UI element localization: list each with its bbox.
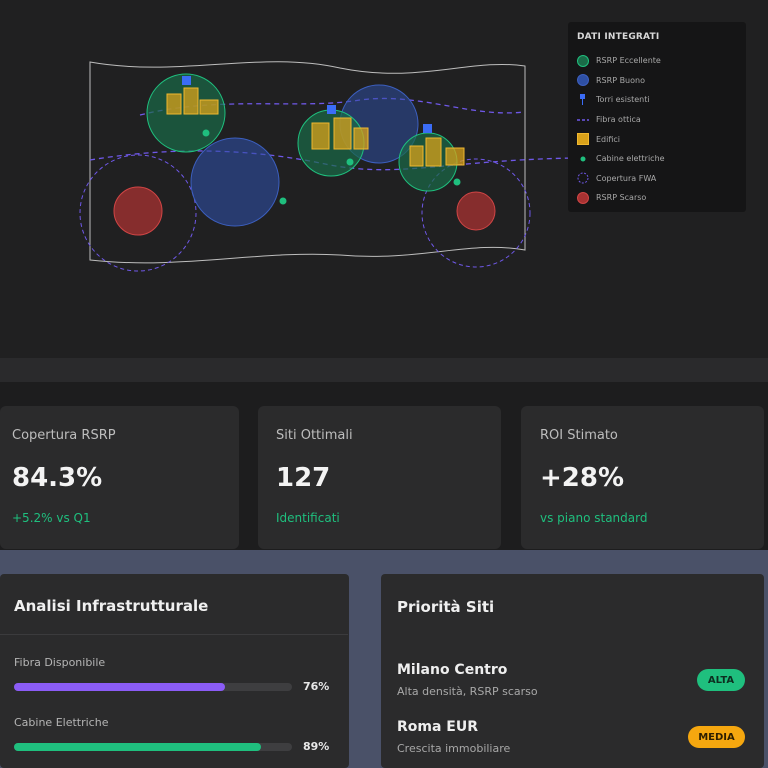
building-icon — [577, 133, 589, 146]
kpi-card-roi[interactable]: ROI Stimato +28% vs piano standard — [521, 406, 764, 549]
blue-circle-icon — [577, 74, 589, 87]
legend-item-buildings[interactable]: Edifici — [577, 129, 737, 149]
legend-label: Edifici — [596, 134, 621, 144]
kpi-value: 84.3% — [12, 463, 103, 493]
map-legend: DATI INTEGRATI RSRP Eccellente RSRP Buon… — [568, 22, 746, 212]
section-divider — [0, 358, 768, 382]
rsrp-poor-zone — [113, 186, 163, 236]
progress-track-fiber — [14, 683, 292, 691]
bar-percent: 76% — [303, 680, 330, 693]
legend-label: Fibra ottica — [596, 115, 641, 125]
fiber-line-icon — [577, 114, 589, 126]
priority-badge-medium: MEDIA — [688, 726, 745, 748]
site-name: Roma EUR — [397, 719, 479, 735]
legend-item-rsrp-good[interactable]: RSRP Buono — [577, 71, 737, 91]
legend-label: RSRP Scarso — [596, 193, 647, 203]
kpi-value: +28% — [540, 463, 625, 493]
electric-cabin — [453, 178, 461, 186]
fiber-optic-line — [89, 150, 576, 171]
kpi-value: 127 — [276, 463, 331, 493]
kpi-sub: Identificati — [276, 511, 340, 525]
building — [199, 99, 219, 115]
building — [409, 145, 424, 167]
electric-cabin — [279, 197, 287, 205]
kpi-sub: +5.2% vs Q1 — [12, 511, 91, 525]
legend-label: Cabine elettriche — [596, 154, 665, 164]
progress-track-cabins — [14, 743, 292, 751]
legend-label: Copertura FWA — [596, 173, 657, 183]
building — [311, 122, 330, 150]
panel-divider — [0, 634, 348, 635]
fwa-coverage-circle — [421, 158, 531, 268]
tower-group — [182, 76, 432, 133]
coverage-map-panel: DATI INTEGRATI RSRP Eccellente RSRP Buon… — [0, 0, 768, 358]
legend-title: DATI INTEGRATI — [577, 32, 660, 42]
kpi-label: Siti Ottimali — [276, 428, 353, 443]
kpi-sub: vs piano standard — [540, 511, 648, 525]
priority-badge-high: ALTA — [697, 669, 745, 691]
site-name: Milano Centro — [397, 662, 508, 678]
red-circle-icon — [577, 191, 589, 204]
electric-cabin — [346, 158, 354, 166]
building — [353, 127, 369, 150]
building-cluster — [166, 87, 465, 167]
kpi-card-coverage[interactable]: Copertura RSRP 84.3% +5.2% vs Q1 — [0, 406, 239, 549]
site-desc: Alta densità, RSRP scarso — [397, 685, 538, 698]
legend-item-towers[interactable]: Torri esistenti — [577, 90, 737, 110]
kpi-label: Copertura RSRP — [12, 428, 116, 443]
rsrp-poor-zone — [456, 191, 496, 231]
fwa-dashed-circle-icon — [577, 172, 589, 184]
map-boundary — [89, 61, 526, 264]
kpi-label: ROI Stimato — [540, 428, 618, 443]
green-circle-icon — [577, 54, 589, 67]
legend-label: RSRP Buono — [596, 75, 645, 85]
site-desc: Crescita immobiliare — [397, 742, 511, 755]
infra-analysis-panel: Analisi Infrastrutturale Fibra Disponibi… — [0, 574, 349, 768]
bar-percent: 89% — [303, 740, 330, 753]
fwa-coverage-circle — [79, 154, 197, 272]
rsrp-good-zone — [190, 137, 280, 227]
tower — [423, 124, 432, 133]
bar-label: Cabine Elettriche — [14, 716, 109, 729]
tower — [182, 76, 191, 85]
kpi-card-sites[interactable]: Siti Ottimali 127 Identificati — [258, 406, 501, 549]
legend-label: RSRP Eccellente — [596, 56, 661, 66]
cabin-group — [202, 129, 461, 205]
progress-fill-fiber — [14, 683, 226, 691]
legend-item-fiber[interactable]: Fibra ottica — [577, 110, 737, 130]
legend-item-fwa[interactable]: Copertura FWA — [577, 169, 737, 189]
bar-label: Fibra Disponibile — [14, 656, 106, 669]
cabin-dot-icon — [577, 153, 589, 165]
legend-item-cabins[interactable]: Cabine elettriche — [577, 149, 737, 169]
building — [166, 93, 182, 115]
tower-icon — [577, 93, 589, 106]
building — [333, 117, 352, 150]
panel-title: Analisi Infrastrutturale — [14, 597, 209, 615]
legend-label: Torri esistenti — [596, 95, 650, 105]
tower — [327, 105, 336, 114]
panel-title: Priorità Siti — [397, 598, 495, 616]
building — [183, 87, 199, 115]
site-priority-panel: Priorità Siti Milano Centro Alta densità… — [381, 574, 764, 768]
coverage-map[interactable] — [0, 0, 768, 358]
progress-fill-cabins — [14, 743, 262, 751]
building — [425, 137, 442, 167]
legend-item-rsrp-excellent[interactable]: RSRP Eccellente — [577, 51, 737, 71]
electric-cabin — [202, 129, 210, 137]
legend-item-rsrp-poor[interactable]: RSRP Scarso — [577, 188, 737, 208]
building — [445, 147, 465, 166]
